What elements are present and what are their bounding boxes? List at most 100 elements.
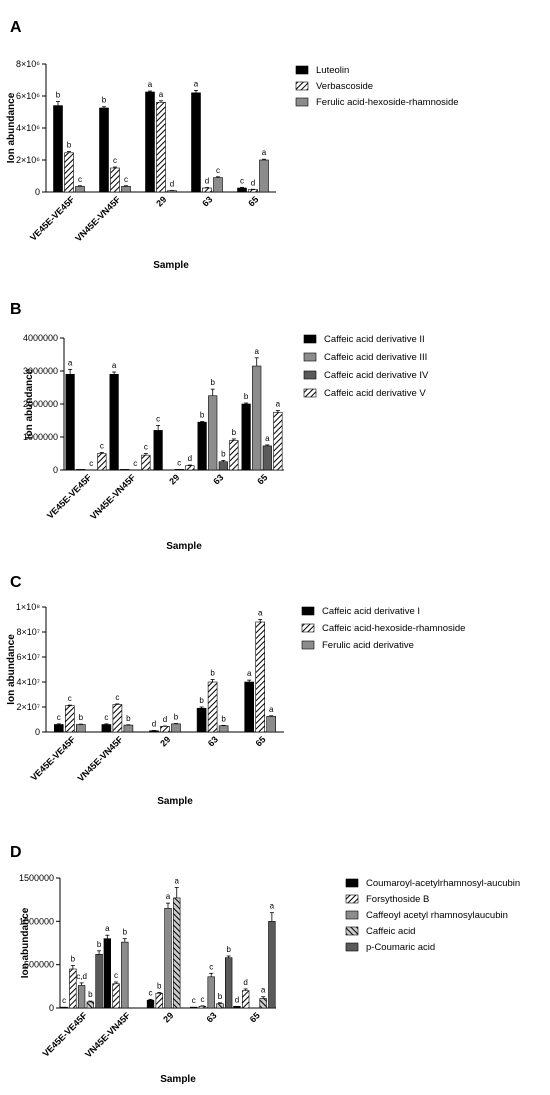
x-axis-title: Sample — [166, 541, 202, 552]
significance-letter: b — [232, 428, 237, 437]
significance-letter: d — [163, 715, 167, 724]
y-tick-label: 2000000 — [23, 399, 58, 409]
panel-letter: B — [10, 301, 22, 318]
legend-swatch — [295, 65, 309, 75]
significance-letter: c — [113, 156, 117, 165]
legend-swatch — [345, 894, 359, 904]
significance-letter: c — [177, 458, 181, 467]
significance-letter: c — [100, 442, 104, 451]
y-tick-label: 2×10⁷ — [16, 702, 40, 712]
bar — [207, 976, 215, 1009]
significance-letter: b — [200, 410, 205, 419]
bar — [149, 730, 159, 733]
legend: Coumaroyl-acetylrhamnosyl-aucubin Forsyth… — [345, 878, 520, 953]
bar — [156, 102, 166, 193]
panel-letter: A — [10, 19, 22, 36]
significance-letter: a — [269, 705, 274, 714]
bar — [237, 187, 247, 193]
significance-letter: b — [56, 91, 61, 100]
bar — [101, 724, 112, 733]
bar — [141, 454, 151, 471]
y-tick-label: 0 — [35, 187, 40, 197]
significance-letter: b — [174, 713, 179, 722]
legend-entry: Caffeoyl acetyl rhamnosylaucubin — [366, 910, 508, 921]
legend-swatch — [295, 97, 309, 107]
significance-letter: c — [133, 459, 137, 468]
bar — [77, 985, 86, 1009]
bar — [213, 177, 223, 193]
x-tick-label: 63 — [206, 734, 220, 748]
bar — [121, 941, 129, 1009]
x-axis-title: Sample — [157, 796, 193, 807]
bar — [241, 403, 251, 471]
y-tick-label: 0 — [49, 1003, 54, 1013]
significance-letter: c — [144, 443, 148, 452]
significance-letter: a — [175, 877, 180, 886]
significance-letter: b — [210, 669, 215, 678]
bar — [69, 968, 77, 1009]
legend-swatch — [303, 334, 317, 344]
legend-swatch — [295, 81, 309, 91]
significance-letter: b — [199, 696, 204, 705]
bar — [171, 723, 181, 733]
legend-swatch — [345, 910, 359, 920]
significance-letter: a — [112, 361, 117, 370]
y-tick-label: 8×10⁷ — [16, 627, 40, 637]
y-tick-label: 4×10⁷ — [16, 677, 40, 687]
legend-entry: Caffeic acid derivative I — [322, 606, 420, 617]
significance-letter: d — [243, 978, 247, 987]
legend-entry: Caffeic acid-hexoside-rhamnoside — [322, 623, 465, 634]
bar — [53, 724, 64, 733]
y-tick-label: 1000000 — [19, 916, 54, 926]
bar — [191, 92, 201, 193]
significance-letter: d — [170, 180, 174, 189]
bar — [248, 189, 258, 193]
significance-letter: b — [102, 96, 107, 105]
bar — [120, 469, 130, 471]
bar — [190, 1006, 198, 1009]
y-tick-label: 4×10⁶ — [16, 123, 40, 133]
bar — [218, 461, 228, 471]
x-tick-label: 63 — [211, 472, 225, 486]
bar — [225, 957, 233, 1009]
significance-letter: c — [104, 713, 108, 722]
bar — [99, 107, 109, 193]
bar — [109, 373, 119, 471]
y-tick-label: 1×10⁸ — [16, 602, 40, 612]
bar — [233, 1005, 241, 1009]
significance-letter: a — [270, 902, 275, 911]
significance-letter: a — [262, 148, 267, 157]
significance-letter: a — [261, 986, 266, 995]
bar — [75, 186, 85, 193]
bar — [273, 411, 283, 471]
significance-letter: c,d — [76, 972, 87, 981]
bar — [164, 908, 172, 1009]
significance-letter: d — [205, 177, 209, 186]
significance-letter: c — [68, 694, 72, 703]
x-tick-label: VN45E-VN45F — [73, 194, 123, 244]
bar — [76, 724, 86, 733]
x-tick-label: VN45E-VN45F — [88, 472, 138, 522]
chart-panel-b: B Ion abundance 0 1000000 2000000 3000000 4000… — [10, 301, 429, 552]
significance-letter: c — [200, 995, 204, 1004]
legend-entry: Ferulic acid-hexoside-rhamnoside — [316, 97, 459, 108]
bar — [229, 439, 239, 471]
bar — [197, 421, 207, 471]
x-tick-label: 65 — [248, 1010, 262, 1024]
bar — [174, 469, 184, 471]
bar — [266, 716, 277, 733]
significance-letter: a — [247, 669, 252, 678]
legend-swatch — [345, 926, 359, 936]
significance-letter: c — [114, 971, 118, 980]
x-tick-label: 65 — [246, 194, 260, 208]
x-tick-label: 29 — [167, 472, 181, 486]
significance-letter: c — [115, 693, 119, 702]
significance-letter: c — [124, 175, 128, 184]
x-tick-label: 63 — [200, 194, 214, 208]
significance-letter: c — [156, 414, 160, 423]
y-tick-label: 4000000 — [23, 333, 58, 343]
bar — [86, 1001, 95, 1009]
bar — [185, 465, 195, 471]
